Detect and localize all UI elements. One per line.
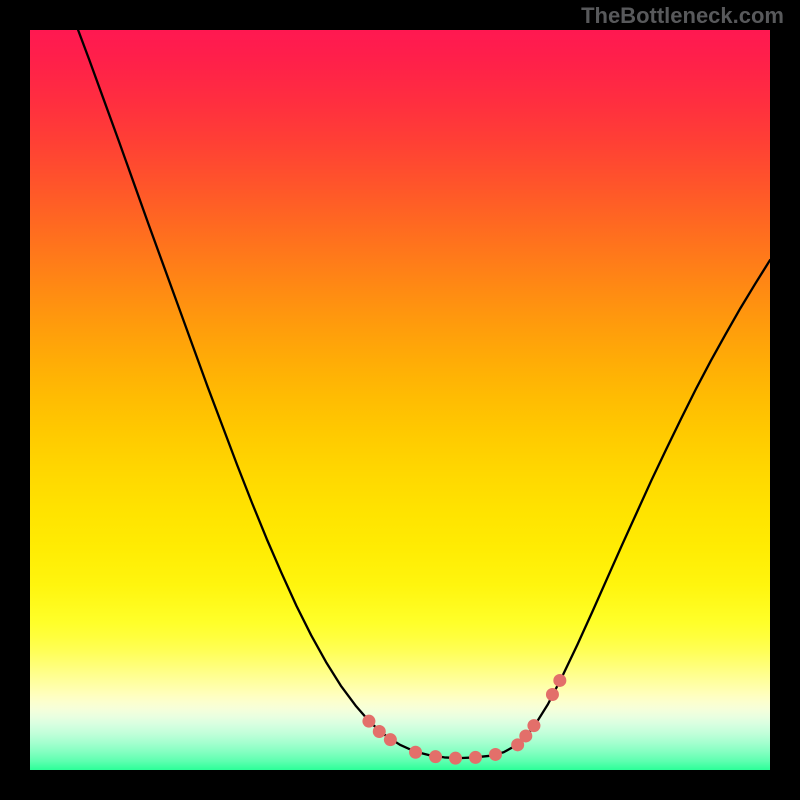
- curve-marker: [362, 715, 375, 728]
- curve-marker: [527, 719, 540, 732]
- curve-marker: [489, 748, 502, 761]
- plot-svg: [30, 30, 770, 770]
- curve-marker: [469, 751, 482, 764]
- curve-marker: [449, 752, 462, 765]
- curve-marker: [546, 688, 559, 701]
- curve-marker: [519, 729, 532, 742]
- curve-marker: [373, 725, 386, 738]
- curve-marker: [409, 746, 422, 759]
- watermark-text: TheBottleneck.com: [581, 3, 784, 29]
- curve-marker: [429, 750, 442, 763]
- chart-frame: TheBottleneck.com: [0, 0, 800, 800]
- gradient-background: [30, 30, 770, 770]
- curve-marker: [553, 674, 566, 687]
- curve-marker: [384, 733, 397, 746]
- plot-area: [30, 30, 770, 770]
